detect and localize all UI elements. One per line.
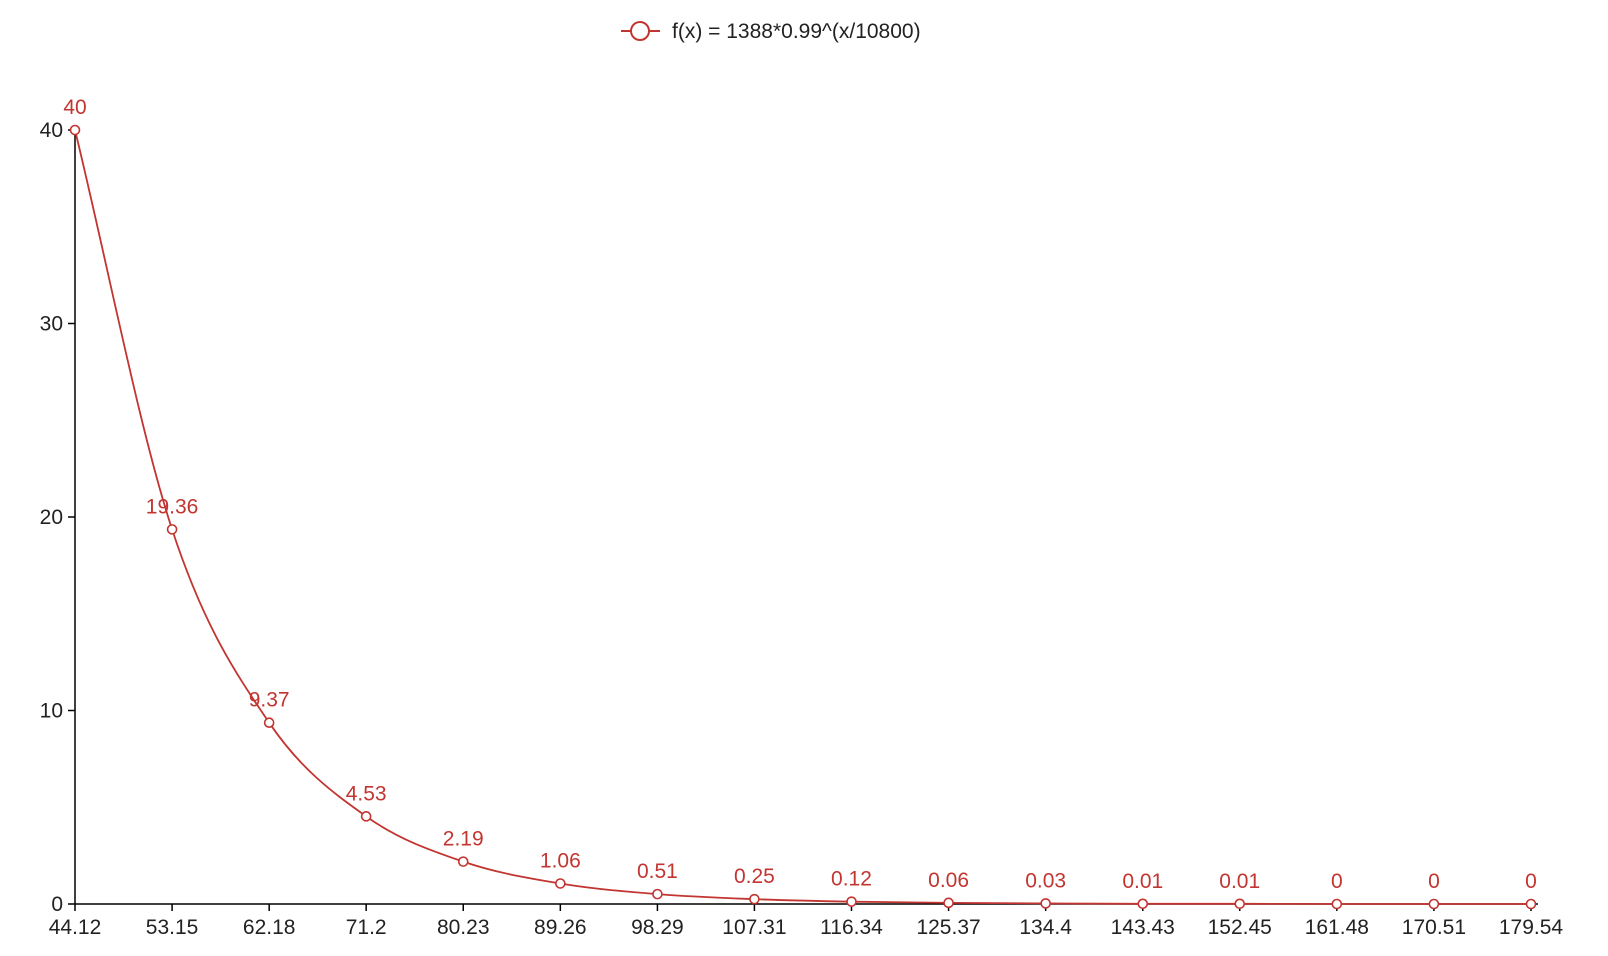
data-point[interactable] [1331,898,1343,910]
x-tick-label: 170.51 [1402,916,1466,939]
data-point[interactable] [1525,898,1537,910]
x-ticks: 44.12 53.15 62.18 71.2 80.23 89.26 98.29 107.31… [49,904,1564,939]
data-label: 0 [1331,870,1343,893]
x-tick-label: 80.23 [437,916,490,939]
series-line [74,129,1531,905]
x-tick-label: 107.31 [722,916,786,939]
x-tick-label: 62.18 [243,916,296,939]
data-point[interactable] [166,524,178,535]
data-label: 40 [63,96,86,119]
data-label: 0.06 [928,869,969,892]
data-label: 0.25 [734,865,775,888]
data-point[interactable] [457,856,469,867]
x-tick-label: 125.37 [916,916,980,939]
data-label: 0.12 [831,868,872,891]
data-point[interactable] [555,878,566,889]
data-label: 0 [1525,870,1537,893]
x-tick-label: 71.2 [346,916,387,939]
y-tick-label: 10 [40,700,63,723]
data-point[interactable] [846,896,857,907]
data-label: 9.37 [249,689,290,712]
data-label: 0.03 [1025,869,1066,892]
data-label: 2.19 [443,828,484,851]
data-point[interactable] [263,717,275,728]
data-point[interactable] [1428,898,1440,910]
data-point[interactable] [943,897,954,909]
data-label: 0 [1428,870,1440,893]
data-label: 1.06 [540,849,581,872]
x-tick-label: 143.43 [1111,916,1175,939]
x-tick-label: 89.26 [534,916,587,939]
y-tick-label: 30 [40,313,63,336]
x-tick-label: 179.54 [1499,916,1564,939]
data-label: 4.53 [346,782,387,805]
y-ticks: 0 10 20 30 40 [40,119,75,916]
data-point[interactable] [69,124,81,136]
x-tick-label: 152.45 [1208,916,1272,939]
data-label: 0.51 [637,860,678,883]
x-tick-label: 44.12 [49,916,102,939]
data-label: 0.01 [1122,870,1163,893]
data-label: 0.01 [1219,870,1260,893]
data-points [69,124,1537,910]
y-tick-label: 20 [40,506,63,529]
data-labels: 40 19.36 9.37 4.53 2.19 1.06 0.51 0.25 0.12 0.06 0… [63,96,1537,893]
axes [74,125,1538,905]
legend-label: f(x) = 1388*0.99^(x/10800) [672,20,921,43]
circle-icon [630,21,650,41]
y-tick-label: 0 [51,893,63,916]
data-point[interactable] [652,888,663,900]
data-point[interactable] [1040,898,1051,909]
x-tick-label: 98.29 [631,916,684,939]
legend[interactable]: f(x) = 1388*0.99^(x/10800) [621,20,921,43]
data-point[interactable] [360,811,372,822]
x-tick-label: 53.15 [146,916,199,939]
data-point[interactable] [1234,898,1246,910]
x-tick-label: 116.34 [820,916,883,939]
y-tick-label: 40 [40,119,63,142]
data-point[interactable] [1137,898,1149,910]
data-point[interactable] [749,893,760,905]
data-label: 19.36 [146,495,199,518]
x-tick-label: 161.48 [1305,916,1369,939]
x-tick-label: 134.4 [1019,916,1072,939]
